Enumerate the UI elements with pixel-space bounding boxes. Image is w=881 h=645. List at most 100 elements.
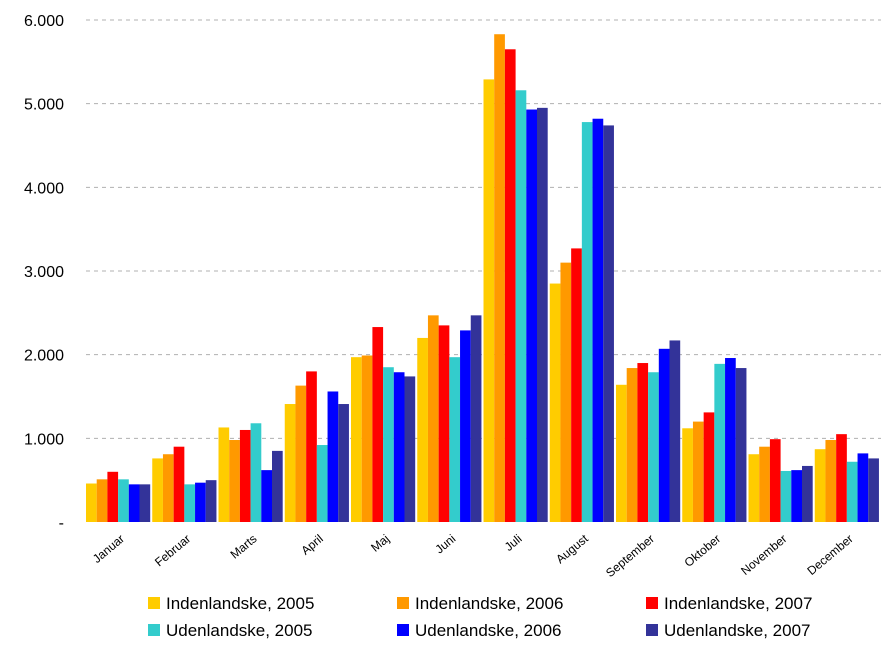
bar-december-0 (814, 449, 826, 522)
legend-label: Udenlandske, 2007 (664, 621, 811, 640)
bar-marts-3 (250, 423, 262, 522)
bar-oktober-3 (714, 363, 726, 522)
bar-juli-0 (483, 79, 495, 523)
bar-maj-1 (361, 355, 373, 522)
x-tick-label: Juni (432, 532, 458, 557)
y-tick-label: - (59, 515, 64, 532)
x-axis: Januar Februar Marts April Maj Juni Juli August… (90, 531, 856, 580)
legend-label: Indenlandske, 2006 (415, 594, 563, 613)
bar-december-2 (836, 434, 847, 522)
bar-januar-0 (86, 483, 97, 522)
bar-marts-2 (239, 429, 251, 522)
legend: Indenlandske, 2005 Indenlandske, 2006 Inde… (148, 594, 812, 640)
bar-februar-4 (195, 482, 206, 522)
bar-august-3 (581, 122, 593, 522)
bar-oktober-5 (735, 368, 747, 522)
bar-september-3 (648, 372, 659, 522)
bar-september-1 (626, 368, 638, 522)
bar-oktober-0 (682, 428, 693, 522)
bar-november-3 (780, 470, 792, 522)
bar-august-0 (549, 283, 561, 522)
bar-november-2 (769, 439, 781, 522)
bar-maj-4 (393, 372, 405, 522)
bar-juni-2 (438, 325, 450, 522)
bar-september-2 (637, 363, 649, 522)
legend-swatch (646, 597, 658, 609)
x-tick-label: Januar (90, 532, 127, 566)
bar-maj-2 (372, 327, 384, 522)
x-tick-label: Marts (228, 532, 260, 562)
bar-juni-3 (449, 357, 461, 522)
legend-label: Udenlandske, 2006 (415, 621, 562, 640)
bar-februar-0 (152, 458, 163, 522)
bar-april-1 (295, 385, 307, 522)
bar-september-0 (616, 384, 627, 522)
bar-maj-3 (383, 367, 394, 522)
bar-juli-3 (515, 90, 527, 522)
legend-label: Udenlandske, 2005 (166, 621, 313, 640)
bar-januar-3 (118, 479, 129, 522)
bar-januar-1 (96, 479, 108, 522)
bar-juli-1 (494, 34, 505, 523)
bar-december-4 (857, 453, 869, 522)
y-tick-label: 2.000 (24, 348, 64, 365)
bar-oktober-4 (725, 358, 736, 522)
bar-februar-5 (205, 480, 217, 522)
bar-marts-5 (272, 450, 283, 522)
bar-oktober-2 (703, 412, 715, 522)
legend-swatch (148, 597, 160, 609)
x-tick-label: September (603, 532, 657, 580)
bars (86, 34, 879, 523)
bar-december-5 (868, 458, 879, 522)
bar-august-4 (592, 118, 604, 522)
bar-juni-5 (470, 315, 482, 522)
bar-marts-0 (218, 427, 230, 522)
bar-juni-4 (460, 330, 471, 522)
bar-marts-4 (261, 470, 272, 522)
bar-januar-2 (107, 471, 119, 522)
legend-swatch (148, 624, 160, 636)
x-tick-label: April (298, 532, 325, 558)
bar-november-4 (791, 470, 802, 522)
bar-september-4 (658, 348, 670, 522)
x-tick-label: Maj (368, 532, 392, 555)
x-tick-label: August (553, 531, 591, 566)
bar-august-5 (603, 125, 614, 523)
bar-marts-1 (229, 440, 240, 522)
bar-juni-1 (427, 315, 439, 522)
y-tick-label: 6.000 (24, 13, 64, 30)
bar-juli-2 (504, 49, 516, 523)
bar-maj-0 (351, 357, 362, 522)
bar-februar-2 (173, 446, 185, 522)
bar-november-0 (748, 454, 760, 522)
bar-november-5 (802, 465, 813, 522)
bar-juni-0 (417, 337, 428, 522)
x-tick-label: December (804, 532, 855, 578)
bar-april-0 (284, 404, 296, 522)
bar-august-1 (560, 262, 572, 522)
y-tick-label: 5.000 (24, 97, 64, 114)
legend-label: Indenlandske, 2005 (166, 594, 314, 613)
bar-juli-5 (537, 107, 548, 522)
bar-april-4 (327, 391, 339, 522)
legend-swatch (397, 624, 409, 636)
x-tick-label: Juli (502, 532, 525, 554)
x-tick-label: Oktober (682, 532, 724, 570)
y-tick-label: 3.000 (24, 264, 64, 281)
legend-label: Indenlandske, 2007 (664, 594, 812, 613)
bar-januar-4 (128, 484, 140, 522)
legend-swatch (646, 624, 658, 636)
x-tick-label: November (738, 532, 789, 578)
bar-juli-4 (526, 109, 537, 523)
bar-september-5 (669, 340, 681, 522)
bar-maj-5 (404, 376, 416, 522)
bar-januar-5 (139, 484, 151, 522)
bar-august-2 (571, 248, 582, 522)
y-axis: - 1.000 2.000 3.000 4.000 5.000 6.000 (24, 13, 64, 532)
y-tick-label: 1.000 (24, 431, 64, 448)
legend-swatch (397, 597, 409, 609)
x-tick-label: Februar (152, 532, 193, 570)
bar-februar-1 (162, 454, 174, 522)
bar-oktober-1 (692, 421, 704, 522)
bar-november-1 (759, 446, 770, 522)
